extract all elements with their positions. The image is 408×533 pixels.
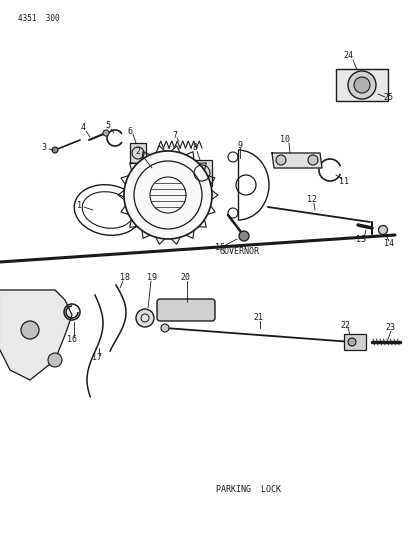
Text: 18: 18	[120, 273, 130, 282]
Text: 15: 15	[215, 244, 225, 253]
Circle shape	[21, 321, 39, 339]
Text: 8: 8	[193, 143, 197, 152]
Text: 16: 16	[67, 335, 77, 344]
FancyBboxPatch shape	[157, 299, 215, 321]
Circle shape	[124, 151, 212, 239]
Circle shape	[348, 338, 356, 346]
Bar	[130, 143, 146, 163]
Text: 4: 4	[80, 124, 86, 133]
Text: PARKING  LOCK: PARKING LOCK	[215, 486, 281, 495]
Text: 21: 21	[253, 313, 263, 322]
Circle shape	[276, 155, 286, 165]
Text: 17: 17	[92, 353, 102, 362]
Circle shape	[379, 225, 388, 235]
Text: 19: 19	[147, 273, 157, 282]
Text: 11: 11	[339, 177, 349, 187]
Text: GOVERNOR: GOVERNOR	[220, 247, 260, 256]
Text: 10: 10	[280, 135, 290, 144]
Text: 22: 22	[340, 320, 350, 329]
Bar	[336, 69, 388, 101]
Bar	[192, 160, 212, 186]
Circle shape	[48, 353, 62, 367]
Text: 6: 6	[127, 126, 133, 135]
Text: 12: 12	[307, 196, 317, 205]
Text: 7: 7	[173, 131, 177, 140]
Text: 14: 14	[384, 239, 394, 248]
Text: 1: 1	[78, 200, 82, 209]
Text: 2: 2	[135, 148, 140, 157]
Text: 4351  300: 4351 300	[18, 14, 60, 23]
Text: 5: 5	[106, 122, 111, 131]
Bar	[344, 334, 366, 350]
Polygon shape	[0, 290, 72, 380]
Circle shape	[52, 147, 58, 153]
Text: 25: 25	[383, 93, 393, 102]
Circle shape	[308, 155, 318, 165]
Text: 9: 9	[237, 141, 242, 149]
Text: 24: 24	[343, 52, 353, 61]
Circle shape	[161, 324, 169, 332]
Text: 23: 23	[385, 324, 395, 333]
Text: 20: 20	[180, 273, 190, 282]
Text: 13: 13	[356, 236, 366, 245]
Circle shape	[348, 71, 376, 99]
Circle shape	[136, 309, 154, 327]
Circle shape	[103, 130, 109, 136]
Polygon shape	[272, 153, 322, 168]
Circle shape	[354, 77, 370, 93]
Text: 3: 3	[42, 143, 47, 152]
Circle shape	[239, 231, 249, 241]
